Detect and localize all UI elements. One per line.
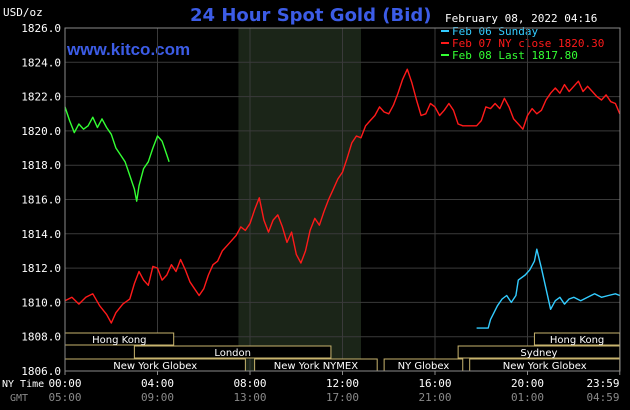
session-label: New York NYMEX bbox=[274, 361, 359, 372]
series-line-2 bbox=[64, 68, 621, 324]
x-tick-label-ny: 00:00 bbox=[48, 377, 81, 390]
y-tick-label: 1814.0 bbox=[21, 228, 61, 241]
x-tick-label-ny: 23:59 bbox=[586, 377, 619, 390]
gmt-label: GMT bbox=[10, 393, 28, 404]
session-bar bbox=[133, 345, 332, 359]
y-tick-label: 1812.0 bbox=[21, 262, 61, 275]
y-tick-label: 1810.0 bbox=[21, 296, 61, 309]
x-tick-label-gmt: 04:59 bbox=[586, 391, 619, 404]
x-tick-label-gmt: 09:00 bbox=[141, 391, 174, 404]
y-tick-label: 1816.0 bbox=[21, 194, 61, 207]
session-label: Hong Kong bbox=[550, 335, 604, 346]
x-tick-label-gmt: 13:00 bbox=[233, 391, 266, 404]
chart-date: February 08, 2022 04:16 bbox=[445, 12, 597, 25]
x-tick-label-ny: 04:00 bbox=[141, 377, 174, 390]
session-label: Sydney bbox=[520, 348, 557, 359]
price-lines bbox=[64, 68, 621, 329]
x-tick-label-ny: 12:00 bbox=[326, 377, 359, 390]
unit-label: USD/oz bbox=[3, 6, 43, 19]
session-label: New York Globex bbox=[113, 361, 197, 372]
y-tick-label: 1806.0 bbox=[21, 365, 61, 378]
series-line-3 bbox=[64, 106, 170, 202]
session-label: New York Globex bbox=[503, 361, 587, 372]
y-tick-label: 1818.0 bbox=[21, 159, 61, 172]
x-tick-label-ny: 08:00 bbox=[233, 377, 266, 390]
ny-time-label: NY Time bbox=[2, 379, 44, 390]
site-link[interactable]: www.kitco.com bbox=[66, 40, 190, 59]
y-tick-label: 1826.0 bbox=[21, 22, 61, 35]
x-tick-label-ny: 16:00 bbox=[418, 377, 451, 390]
x-tick-label-gmt: 21:00 bbox=[418, 391, 451, 404]
series-line-1 bbox=[476, 248, 621, 329]
chart-title: 24 Hour Spot Gold (Bid) bbox=[190, 5, 431, 26]
y-tick-label: 1808.0 bbox=[21, 331, 61, 344]
x-tick-label-gmt: 01:00 bbox=[511, 391, 544, 404]
x-tick-label-gmt: 17:00 bbox=[326, 391, 359, 404]
legend-item: Feb 08 Last 1817.80 bbox=[452, 49, 578, 62]
session-label: London bbox=[214, 348, 251, 359]
y-tick-label: 1824.0 bbox=[21, 56, 61, 69]
x-tick-label-ny: 20:00 bbox=[511, 377, 544, 390]
y-axis-ticks: 1806.0 1808.0 1810.0 1812.0 1814.0 1816.0 1818… bbox=[21, 22, 61, 378]
x-tick-label-gmt: 05:00 bbox=[48, 391, 81, 404]
y-tick-label: 1822.0 bbox=[21, 91, 61, 104]
y-tick-label: 1820.0 bbox=[21, 125, 61, 138]
session-label: NY Globex bbox=[398, 361, 450, 372]
legend-item: Feb 07 NY close 1820.30 bbox=[452, 37, 604, 50]
session-label: Hong Kong bbox=[92, 335, 146, 346]
